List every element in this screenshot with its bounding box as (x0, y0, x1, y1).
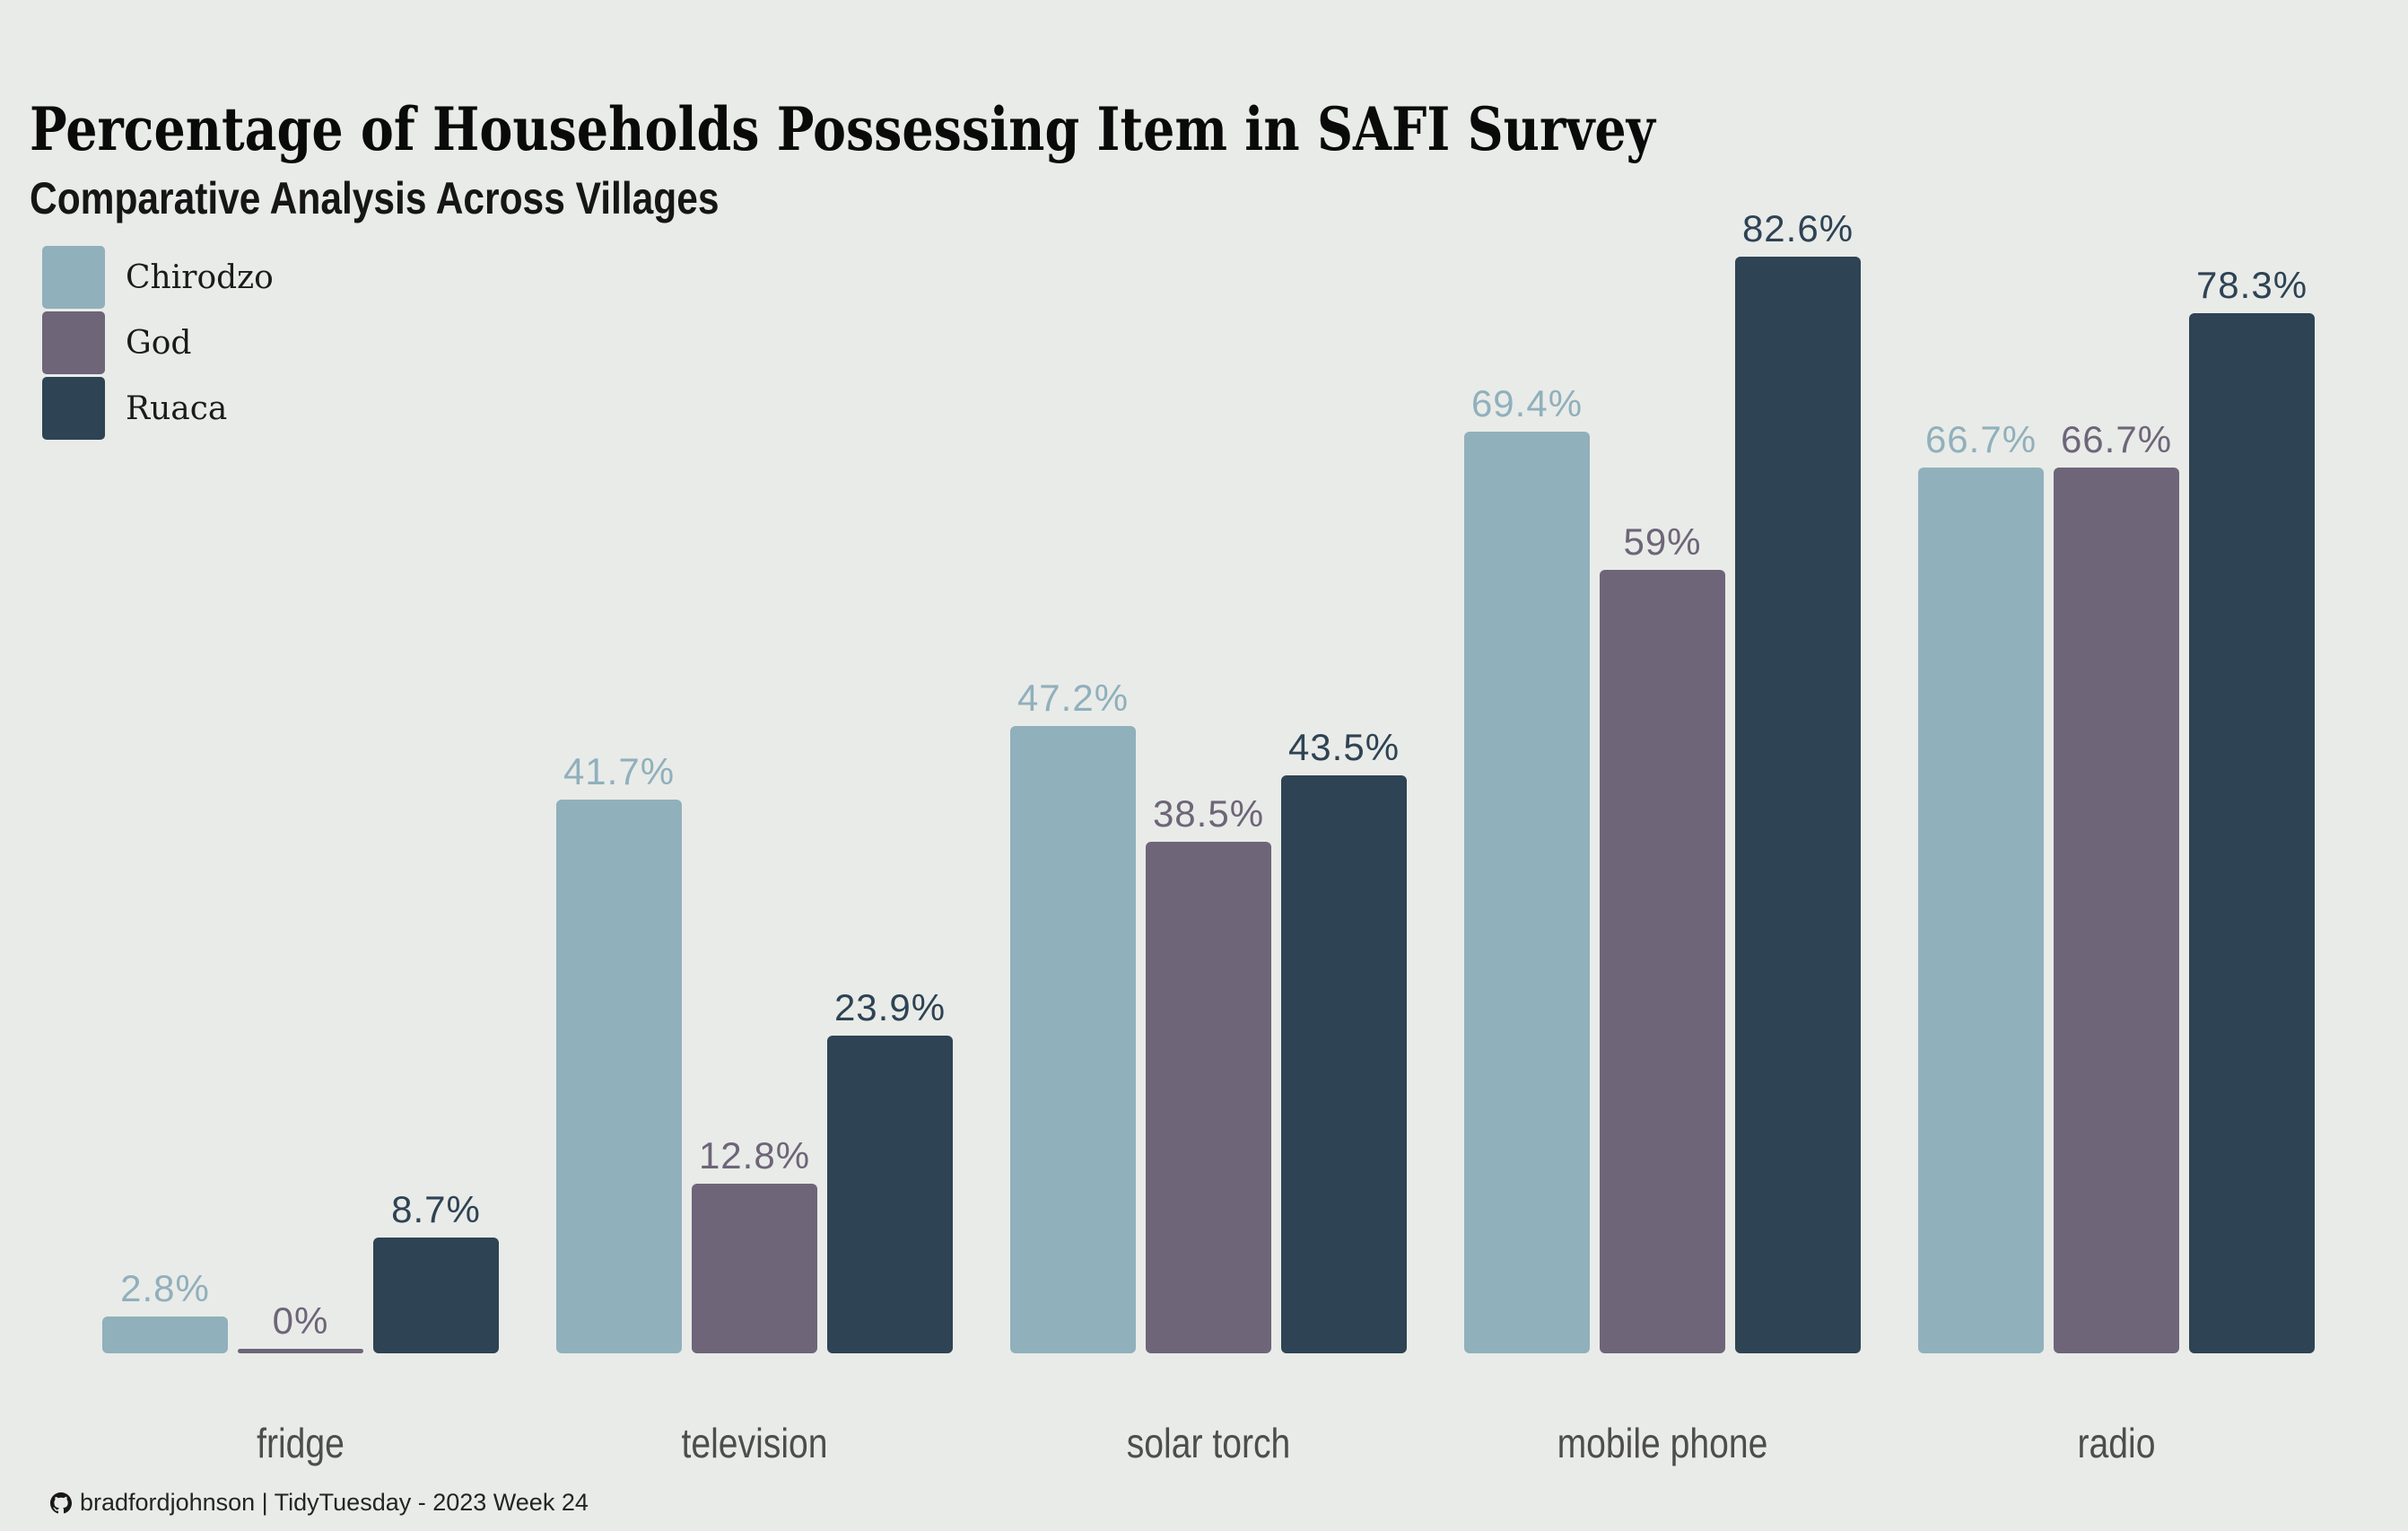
bar-group-solar-torch: 47.2% 38.5% 43.5% (1010, 679, 1407, 1353)
x-axis-label-mobile-phone: mobile phone (1557, 1420, 1768, 1466)
bar-value-label: 8.7% (391, 1188, 481, 1230)
chart-legend: Chirodzo God Ruaca (42, 246, 274, 440)
bar-wrap-ruaca-radio: 78.3% (2189, 267, 2315, 1353)
bar-god-solar-torch (1146, 842, 1271, 1353)
bar-ruaca-radio (2189, 313, 2315, 1353)
bar-god-radio (2054, 468, 2179, 1353)
legend-item-label: God (126, 324, 192, 362)
bar-chirodzo-mobile-phone (1464, 432, 1590, 1353)
bar-wrap-chirodzo-fridge: 2.8% (102, 1270, 228, 1353)
bar-chirodzo-solar-torch (1010, 726, 1136, 1353)
github-icon (50, 1492, 72, 1514)
bar-wrap-ruaca-mobile-phone: 82.6% (1735, 210, 1861, 1353)
bar-value-label: 43.5% (1287, 726, 1400, 768)
x-axis-label-television: television (681, 1420, 828, 1466)
footer: bradfordjohnson | TidyTuesday - 2023 Wee… (50, 1491, 589, 1515)
bar-god-television (692, 1184, 817, 1353)
bar-value-label: 12.8% (698, 1134, 811, 1177)
bar-group-mobile-phone: 69.4% 59% 82.6% (1464, 210, 1861, 1353)
legend-item-label: Ruaca (126, 389, 228, 427)
bar-chirodzo-radio (1918, 468, 2044, 1353)
bar-god-mobile-phone (1600, 570, 1725, 1353)
footer-credit: bradfordjohnson | TidyTuesday - 2023 Wee… (80, 1489, 589, 1516)
bar-value-label: 78.3% (2195, 264, 2308, 306)
x-axis-label-solar-torch: solar torch (1126, 1420, 1291, 1466)
bar-wrap-chirodzo-mobile-phone: 69.4% (1464, 385, 1590, 1353)
legend-swatch-god (42, 311, 105, 374)
bar-wrap-god-radio: 66.7% (2054, 421, 2179, 1353)
bar-value-label: 2.8% (120, 1267, 210, 1309)
legend-item-label: Chirodzo (126, 258, 274, 296)
bar-wrap-god-mobile-phone: 59% (1600, 523, 1725, 1353)
bar-ruaca-television (827, 1036, 953, 1353)
bar-wrap-god-solar-torch: 38.5% (1146, 795, 1271, 1353)
bar-chirodzo-fridge (102, 1317, 228, 1353)
legend-item-chirodzo: Chirodzo (42, 246, 274, 309)
bar-value-label: 59% (1623, 521, 1702, 563)
bar-ruaca-fridge (373, 1238, 499, 1353)
legend-swatch-ruaca (42, 377, 105, 440)
bar-wrap-god-television: 12.8% (692, 1137, 817, 1353)
x-axis-label-fridge: fridge (257, 1420, 345, 1466)
bar-chirodzo-television (556, 800, 682, 1353)
bar-value-label: 47.2% (1016, 677, 1130, 719)
bar-wrap-ruaca-fridge: 8.7% (373, 1191, 499, 1353)
bar-value-label: 41.7% (563, 750, 676, 792)
bar-ruaca-mobile-phone (1735, 257, 1861, 1353)
bar-value-label: 69.4% (1470, 382, 1584, 424)
legend-item-god: God (42, 311, 274, 374)
page-subtitle: Comparative Analysis Across Villages (30, 172, 720, 223)
bar-group-fridge: 2.8% 0% 8.7% (102, 1191, 499, 1353)
bar-wrap-god-fridge: 0% (238, 1302, 363, 1353)
bar-group-television: 41.7% 12.8% 23.9% (556, 753, 953, 1353)
bar-wrap-chirodzo-television: 41.7% (556, 753, 682, 1353)
page-title: Percentage of Households Possessing Item… (30, 94, 1655, 165)
bar-value-label: 66.7% (1924, 418, 2037, 460)
bar-ruaca-solar-torch (1281, 775, 1407, 1353)
bar-wrap-chirodzo-solar-torch: 47.2% (1010, 679, 1136, 1353)
bar-god-fridge (238, 1349, 363, 1353)
bar-wrap-ruaca-television: 23.9% (827, 989, 953, 1353)
x-axis-label-radio: radio (2077, 1420, 2156, 1466)
legend-swatch-chirodzo (42, 246, 105, 309)
bar-value-label: 0% (272, 1299, 329, 1342)
bar-wrap-chirodzo-radio: 66.7% (1918, 421, 2044, 1353)
bar-group-radio: 66.7% 66.7% 78.3% (1918, 267, 2315, 1353)
bar-value-label: 38.5% (1152, 792, 1265, 835)
bar-value-label: 23.9% (833, 986, 947, 1028)
bar-wrap-ruaca-solar-torch: 43.5% (1281, 729, 1407, 1353)
bar-value-label: 82.6% (1741, 207, 1854, 249)
bar-value-label: 66.7% (2060, 418, 2173, 460)
legend-item-ruaca: Ruaca (42, 377, 274, 440)
